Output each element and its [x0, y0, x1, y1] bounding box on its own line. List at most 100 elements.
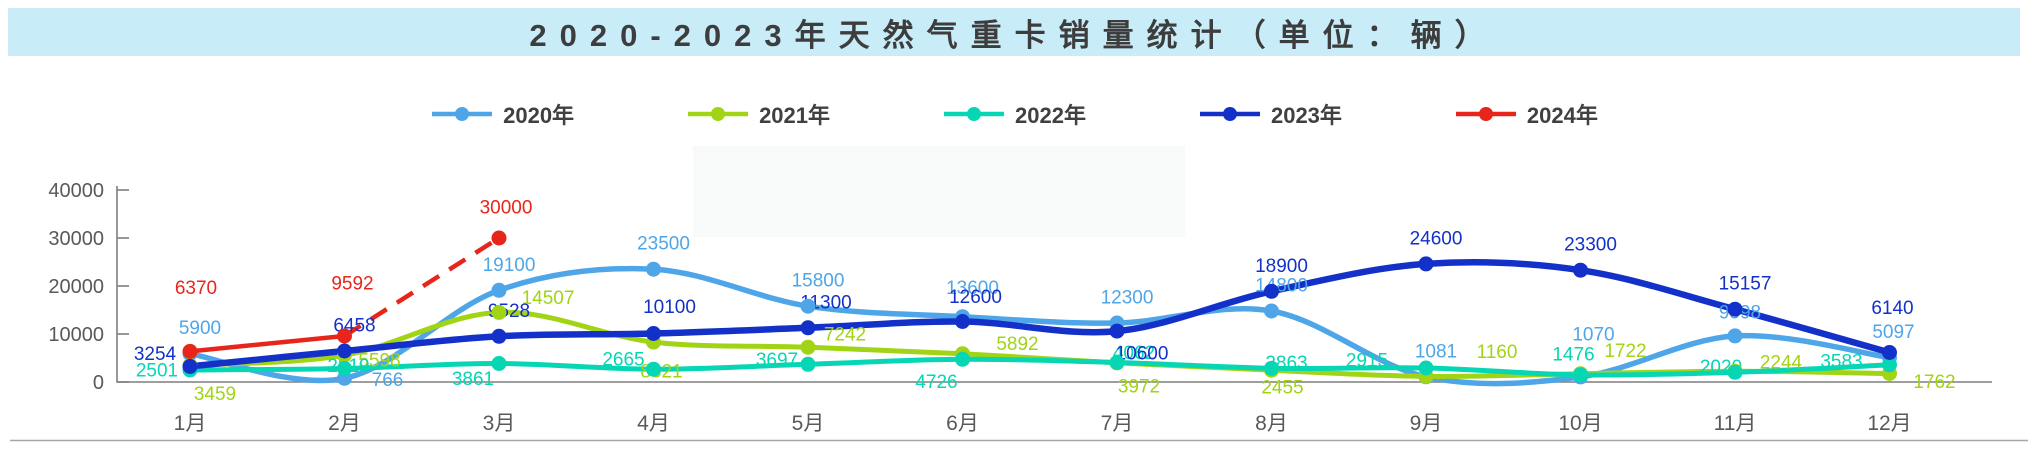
data-point: [1882, 345, 1897, 360]
series-line-3: [187, 356, 1892, 378]
data-label: 1762: [1913, 372, 1955, 393]
data-point: [955, 314, 970, 329]
data-label: 3459: [194, 384, 236, 405]
data-point: [491, 328, 507, 344]
data-label: 3697: [756, 350, 798, 371]
data-label: 23500: [637, 234, 690, 255]
data-label: 3254: [134, 344, 177, 365]
data-point: [1418, 256, 1434, 272]
y-tick-label: 10000: [48, 324, 104, 346]
watermark-patch: [693, 146, 1185, 237]
data-point: [646, 361, 661, 377]
data-label: 12600: [949, 287, 1002, 308]
data-label: 1070: [1572, 324, 1614, 345]
legend-marker-icon: [688, 107, 749, 121]
y-tick-label: 40000: [48, 180, 104, 202]
data-point: [800, 356, 816, 372]
y-tick-label: 30000: [48, 228, 104, 250]
data-point: [646, 326, 661, 341]
data-label: 3972: [1118, 376, 1160, 397]
data-label: 2501: [136, 361, 178, 382]
data-label: 6140: [1871, 298, 1913, 319]
data-point: [1573, 367, 1588, 383]
data-label: 23300: [1564, 235, 1617, 256]
data-label: 1476: [1552, 344, 1594, 365]
data-point: [1109, 323, 1125, 339]
data-label: 5900: [179, 318, 221, 339]
data-label: 5598: [358, 351, 400, 372]
x-tick-label: 1月: [174, 412, 207, 435]
x-tick-label: 7月: [1101, 412, 1134, 435]
data-point: [800, 320, 816, 336]
data-label: 14507: [522, 288, 575, 309]
data-point: [955, 351, 970, 367]
legend-marker-icon: [944, 107, 1005, 121]
data-label: 1722: [1604, 341, 1646, 362]
legend-marker-icon: [432, 107, 493, 121]
data-label: 2455: [1261, 378, 1303, 399]
data-label: 13600: [946, 278, 999, 299]
data-label: 9592: [331, 274, 373, 295]
data-point: [337, 361, 352, 376]
x-tick-label: 2月: [328, 412, 361, 435]
legend-item-2023: 2023年: [1198, 98, 1342, 130]
data-point: [800, 339, 816, 355]
x-tick-label: 8月: [1255, 412, 1288, 435]
x-tick-label: 11月: [1714, 412, 1757, 435]
data-label: 15157: [1719, 274, 1772, 295]
x-tick-label: 12月: [1867, 412, 1911, 435]
data-label: 24600: [1410, 228, 1463, 249]
data-label: 18900: [1255, 256, 1308, 277]
data-point: [182, 343, 198, 359]
data-label: 4726: [915, 372, 957, 393]
page-title: 2020-2023年天然气重卡销量统计（单位：辆）: [529, 17, 1499, 53]
chart-legend: 2020年 2021年 2022年 2023年 2024年: [0, 98, 2028, 130]
legend-item-2024: 2024年: [1454, 98, 1598, 130]
data-label: 10600: [1116, 344, 1169, 365]
data-point: [337, 343, 352, 359]
data-point: [1264, 303, 1279, 319]
legend-label: 2023年: [1270, 103, 1342, 128]
x-tick-label: 5月: [792, 412, 825, 435]
legend-item-2021: 2021年: [686, 98, 830, 130]
data-label: 3861: [452, 369, 494, 390]
data-point: [491, 282, 507, 298]
series-line-5: [189, 333, 345, 354]
data-label: 766: [372, 370, 404, 391]
x-tick-label: 6月: [946, 412, 979, 435]
data-label: 12300: [1101, 288, 1154, 309]
legend-label: 2024年: [1526, 103, 1598, 128]
data-point: [1727, 364, 1743, 380]
data-label: 1160: [1477, 342, 1518, 363]
data-point: [1109, 355, 1125, 370]
series-line-4: [186, 259, 1893, 370]
data-label: 14800: [1255, 276, 1308, 297]
legend-label: 2021年: [759, 103, 831, 128]
data-label: 19100: [483, 255, 536, 276]
legend-item-2020: 2020年: [430, 98, 574, 130]
data-label: 7242: [824, 325, 866, 346]
data-label: 3583: [1820, 351, 1862, 372]
data-label: 5892: [996, 334, 1038, 355]
legend-marker-icon: [1199, 107, 1260, 121]
x-tick-label: 4月: [637, 412, 670, 435]
data-point: [337, 328, 352, 344]
x-tick-label: 3月: [483, 412, 516, 435]
data-label: 30000: [480, 198, 533, 219]
data-label: 10100: [643, 297, 696, 318]
data-point: [491, 230, 507, 246]
data-point: [491, 304, 507, 320]
data-label: 5097: [1872, 322, 1914, 343]
x-tick-label: 9月: [1410, 412, 1443, 435]
x-tick-label: 10月: [1558, 412, 1602, 435]
data-point: [1727, 301, 1743, 317]
data-point: [491, 356, 507, 371]
data-point: [1418, 360, 1434, 376]
data-point: [1264, 283, 1279, 299]
legend-item-2022: 2022年: [942, 98, 1086, 130]
y-tick-label: 0: [93, 372, 104, 394]
data-point: [646, 261, 661, 277]
y-tick-label: 20000: [48, 276, 104, 298]
